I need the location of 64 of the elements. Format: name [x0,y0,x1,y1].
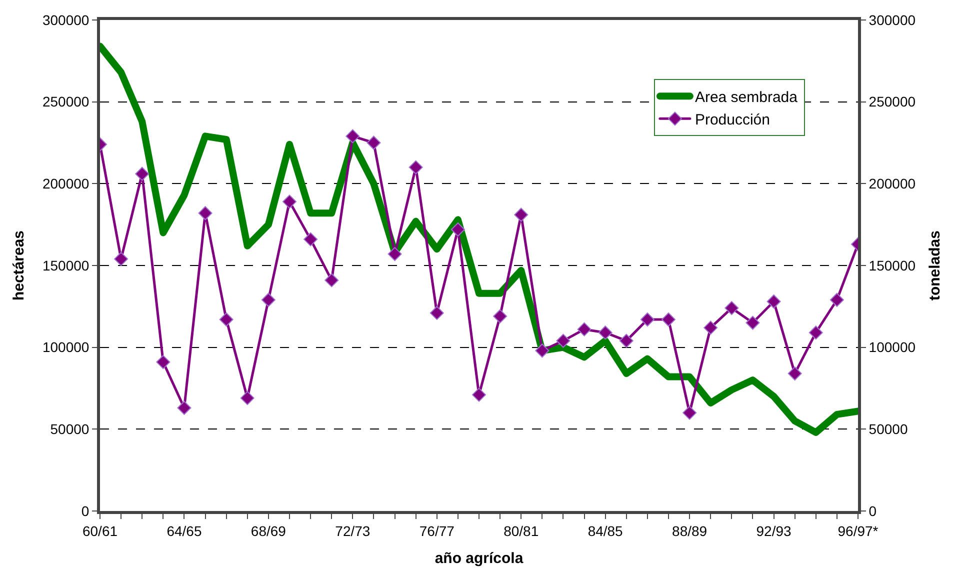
point [388,247,402,262]
point [808,326,823,340]
point [114,252,128,266]
y-tick-label: 250000 [42,94,90,110]
y-axis-title: hectáreas [10,230,28,301]
x-tick-label: 76/77 [419,522,455,539]
point [662,312,676,327]
point [704,320,718,335]
legend-label: Area sembrada [694,89,798,106]
point [724,301,739,316]
point [177,400,192,415]
point [830,292,844,307]
y2-tick-label: 200000 [868,176,916,192]
point [472,388,486,402]
point [346,129,360,144]
y-tick-label: 50000 [50,421,90,438]
point [619,334,634,348]
point [556,334,570,348]
point [514,208,528,222]
point [430,306,444,320]
point [788,366,802,381]
point [535,344,550,358]
y2-tick-label: 300000 [868,12,916,28]
point [366,136,381,150]
x-tick-label: 64/65 [166,522,202,539]
legend-label: Producción [694,112,770,129]
y2-tick-label: 250000 [868,94,916,110]
y-tick-label: 0 [81,502,90,519]
y-tick-label: 150000 [42,257,90,274]
y2-tick-label: 100000 [868,339,916,356]
x-tick-label: 72/73 [335,522,370,539]
y2-tick-label: 150000 [868,257,916,274]
point [240,391,254,406]
y2-tick-label: 0 [868,502,877,519]
x-tick-label: 96/97* [838,522,879,539]
point [766,294,781,309]
point [282,194,296,209]
y-tick-label: 300000 [42,12,90,28]
x-tick-label: 92/93 [756,522,792,539]
y-tick-label: 100000 [42,339,90,356]
y2-tick-label: 50000 [868,421,908,438]
point [219,312,234,327]
x-tick-label: 60/61 [82,522,118,539]
point [682,406,697,420]
point [450,222,465,236]
point [493,309,508,324]
x-tick-label: 88/89 [672,522,708,539]
y-tick-label: 200000 [42,176,90,192]
point [304,232,318,246]
x-tick-label: 84/85 [588,522,624,539]
point [324,273,339,288]
point [261,292,276,307]
point [598,326,612,340]
point [746,316,760,330]
x-tick-label: 80/81 [504,522,539,539]
point [198,206,212,220]
point [408,160,423,174]
point [156,355,170,370]
x-tick-label: 68/69 [250,522,286,539]
point [135,166,150,181]
point [577,322,592,336]
x-axis-title: año agrícola [434,550,524,567]
y2-axis-title: toneladas [926,230,944,301]
point [640,312,654,327]
